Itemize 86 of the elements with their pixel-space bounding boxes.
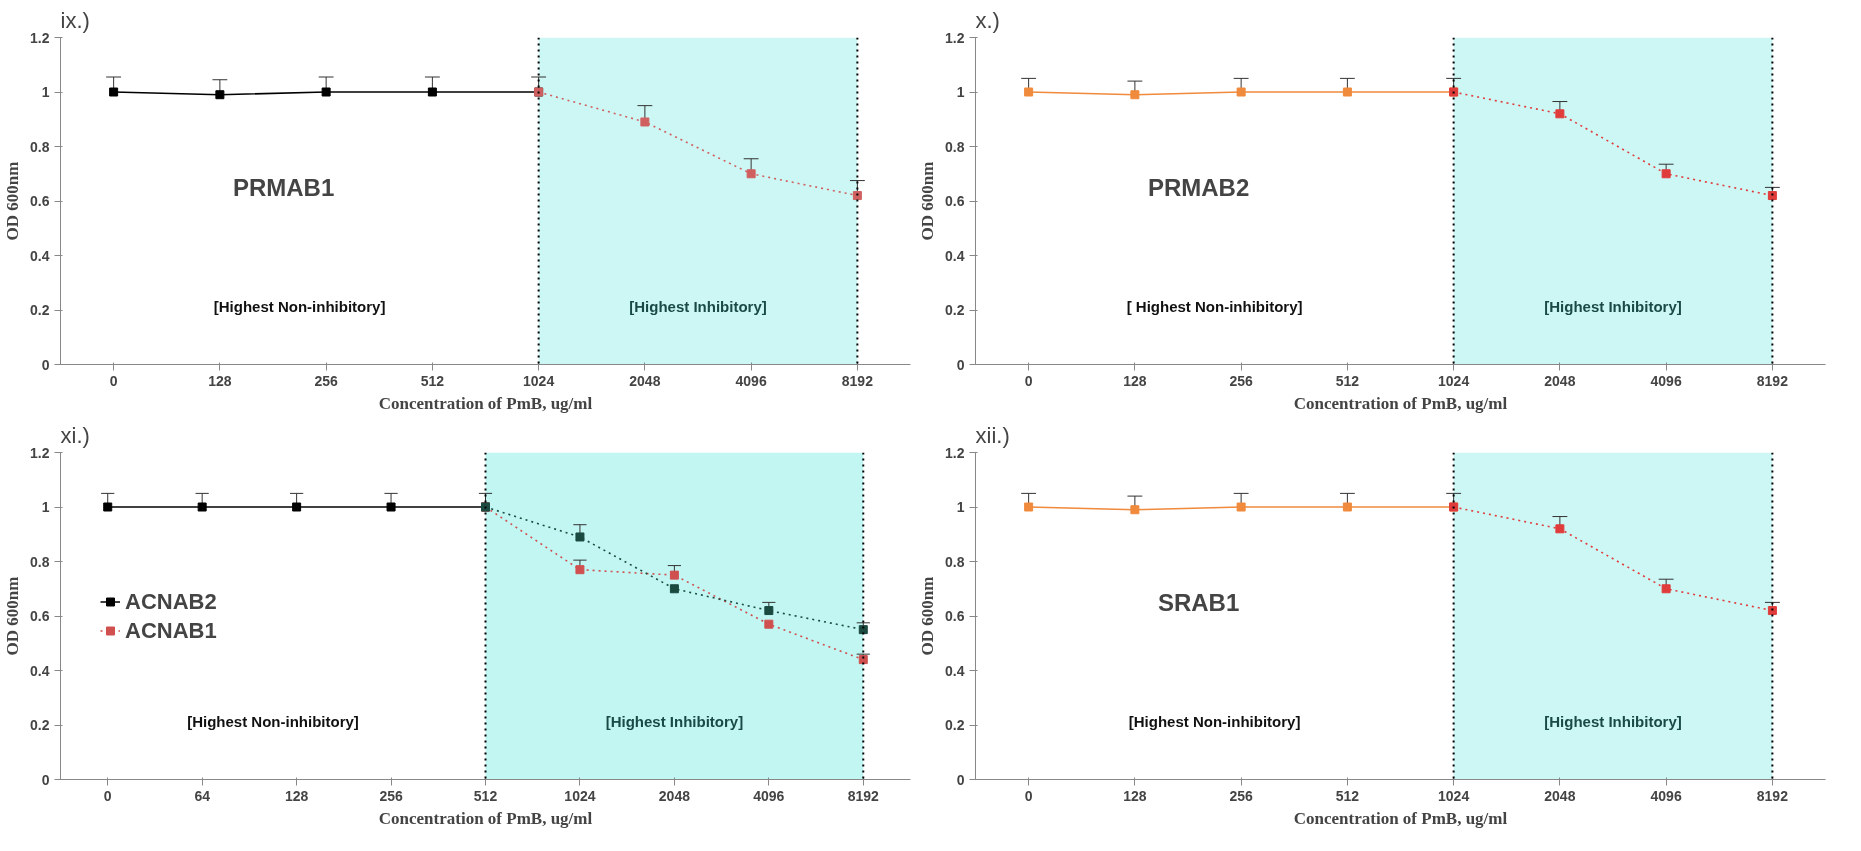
x-tick-label: 512 xyxy=(420,372,445,389)
x-tick-label: 4096 xyxy=(1650,372,1682,389)
x-axis-title: Concentration of PmB, ug/ml xyxy=(378,808,593,828)
y-tick-label: 1.2 xyxy=(945,29,965,46)
y-tick-label: 1 xyxy=(956,499,965,515)
x-tick-label: 128 xyxy=(1123,372,1147,389)
legend-label: ACNAB2 xyxy=(125,588,217,614)
y-tick-label: 0.6 xyxy=(945,193,965,209)
y-tick-label: 0.8 xyxy=(945,553,965,570)
y-tick-label: 0.4 xyxy=(945,247,965,264)
x-tick-label: 1024 xyxy=(1438,372,1470,389)
y-tick-label: 0.4 xyxy=(945,662,965,679)
x-tick-label: 256 xyxy=(314,372,339,389)
x-tick-label: 128 xyxy=(284,787,309,804)
y-axis-title: OD 600nm xyxy=(3,161,23,241)
x-tick-label: 256 xyxy=(379,787,403,804)
y-tick-label: 1.2 xyxy=(945,444,965,461)
y-tick-label: 0.2 xyxy=(945,302,965,318)
chart-title: xii.) xyxy=(975,422,1010,448)
chart-title: x.) xyxy=(975,7,1000,33)
y-tick-label: 0.2 xyxy=(945,717,965,733)
chart-title: xi.) xyxy=(60,422,90,448)
x-tick-label: 2048 xyxy=(1544,787,1576,804)
annotation: [Highest Inhibitory] xyxy=(1544,713,1682,731)
x-tick-label: 0 xyxy=(109,372,118,389)
x-axis-title: Concentration of PmB, ug/ml xyxy=(1293,393,1508,413)
y-axis-title: OD 600nm xyxy=(918,161,938,241)
x-tick-label: 1024 xyxy=(1438,787,1470,804)
y-tick-label: 1 xyxy=(956,84,965,100)
y-tick-label: 0 xyxy=(41,771,50,788)
y-tick-label: 0.8 xyxy=(30,138,50,155)
x-axis-title: Concentration of PmB, ug/ml xyxy=(1293,808,1508,828)
annotation: [Highest Non-inhibitory] xyxy=(187,713,359,731)
x-tick-label: 8192 xyxy=(1756,787,1789,804)
x-tick-label: 2048 xyxy=(1544,372,1576,389)
y-tick-label: 0 xyxy=(956,356,965,373)
legend-label: ACNAB1 xyxy=(125,617,217,643)
annotation: PRMAB1 xyxy=(232,174,335,201)
x-tick-label: 0 xyxy=(1024,787,1033,804)
x-tick-label: 4096 xyxy=(1650,787,1682,804)
x-tick-label: 512 xyxy=(473,787,498,804)
y-tick-label: 0.6 xyxy=(945,608,965,624)
y-tick-label: 0.6 xyxy=(30,193,50,209)
annotation: [Highest Inhibitory] xyxy=(629,298,767,316)
x-tick-label: 2048 xyxy=(658,787,691,804)
annotation: [Highest Inhibitory] xyxy=(1544,298,1682,316)
y-axis-title: OD 600nm xyxy=(918,576,938,656)
x-tick-label: 128 xyxy=(1123,787,1147,804)
y-tick-label: 0.6 xyxy=(30,608,50,624)
x-axis-title: Concentration of PmB, ug/ml xyxy=(378,393,593,413)
y-axis-title: OD 600nm xyxy=(3,576,23,656)
x-tick-label: 4096 xyxy=(753,787,785,804)
x-tick-label: 8192 xyxy=(841,372,874,389)
y-tick-label: 1.2 xyxy=(30,29,50,46)
annotation: [Highest Non-inhibitory] xyxy=(1128,713,1301,731)
annotation: [Highest Inhibitory] xyxy=(605,713,744,731)
annotation: SRAB1 xyxy=(1157,589,1240,616)
x-tick-label: 64 xyxy=(194,787,211,804)
y-tick-label: 0.4 xyxy=(30,247,50,264)
x-tick-label: 1024 xyxy=(564,787,596,804)
x-tick-label: 256 xyxy=(1229,372,1254,389)
chart-title: ix.) xyxy=(60,7,90,33)
x-tick-label: 8192 xyxy=(1756,372,1789,389)
x-tick-label: 256 xyxy=(1229,787,1254,804)
annotation: PRMAB2 xyxy=(1147,174,1250,201)
y-tick-label: 0.2 xyxy=(30,717,50,733)
y-tick-label: 1 xyxy=(41,84,50,100)
y-tick-label: 0 xyxy=(956,771,965,788)
x-tick-label: 128 xyxy=(208,372,232,389)
y-tick-label: 1.2 xyxy=(30,444,50,461)
x-tick-label: 4096 xyxy=(735,372,767,389)
annotation: [ Highest Non-inhibitory] xyxy=(1126,298,1303,316)
x-tick-label: 512 xyxy=(1335,787,1360,804)
y-tick-label: 1 xyxy=(41,499,50,515)
annotation: [Highest Non-inhibitory] xyxy=(213,298,386,316)
x-tick-label: 512 xyxy=(1335,372,1360,389)
x-tick-label: 1024 xyxy=(523,372,555,389)
y-tick-label: 0.8 xyxy=(30,553,50,570)
y-tick-label: 0.4 xyxy=(30,662,50,679)
y-tick-label: 0.8 xyxy=(945,138,965,155)
x-tick-label: 0 xyxy=(1024,372,1033,389)
y-tick-label: 0 xyxy=(41,356,50,373)
x-tick-label: 8192 xyxy=(847,787,880,804)
x-tick-label: 0 xyxy=(103,787,112,804)
x-tick-label: 2048 xyxy=(629,372,661,389)
y-tick-label: 0.2 xyxy=(30,302,50,318)
